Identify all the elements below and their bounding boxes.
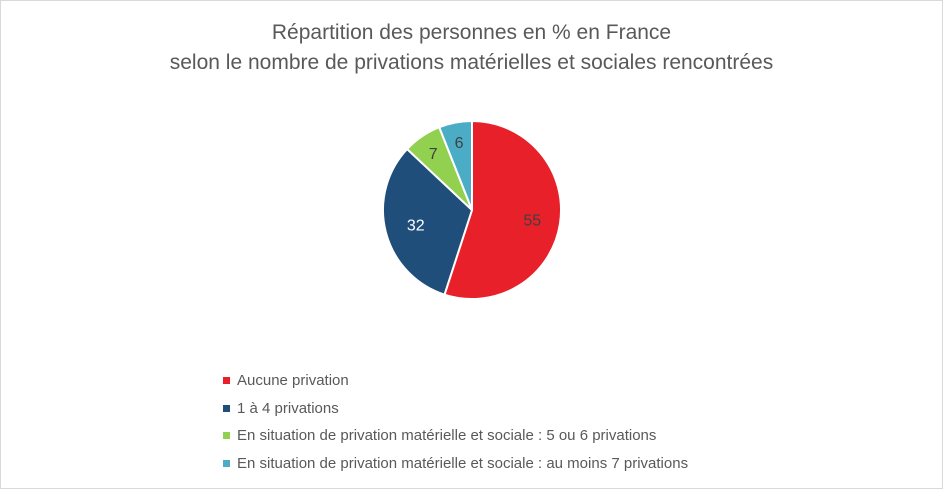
- chart-title-line-2: selon le nombre de privations matérielle…: [169, 51, 774, 74]
- legend-swatch-dark-blue: [223, 404, 230, 412]
- pie-data-label-0: 55: [523, 213, 541, 230]
- legend-swatch-red: [223, 377, 230, 385]
- legend-swatch-teal: [223, 459, 230, 467]
- legend-swatch-green: [223, 432, 230, 440]
- legend-item-au-moins-7-privations: En situation de privation matérielle et …: [223, 450, 688, 478]
- legend-item-1-a-4-privations: 1 à 4 privations: [223, 395, 688, 423]
- pie-slice-1: [382, 147, 474, 296]
- pie-data-labels: 55 32 76: [407, 135, 541, 234]
- pie-data-label-1: 32: [407, 217, 425, 234]
- legend-item-5-ou-6-privations: En situation de privation matérielle et …: [223, 422, 688, 450]
- legend: Aucune privation 1 à 4 privations En sit…: [223, 367, 688, 477]
- legend-label: 1 à 4 privations: [237, 399, 339, 417]
- pie-slice-3: [437, 119, 473, 211]
- legend-label: En situation de privation matérielle et …: [237, 427, 657, 445]
- pie-data-label-2: 7: [429, 146, 438, 163]
- pie-slices: [382, 119, 563, 300]
- pie-slice-0: [443, 119, 563, 300]
- legend-item-aucune-privation: Aucune privation: [223, 367, 688, 395]
- legend-label: En situation de privation matérielle et …: [237, 454, 689, 472]
- chart-title-line-1: Répartition des personnes en % en France: [271, 21, 672, 44]
- pie-data-label-3: 6: [455, 135, 464, 152]
- legend-label: Aucune privation: [237, 372, 349, 390]
